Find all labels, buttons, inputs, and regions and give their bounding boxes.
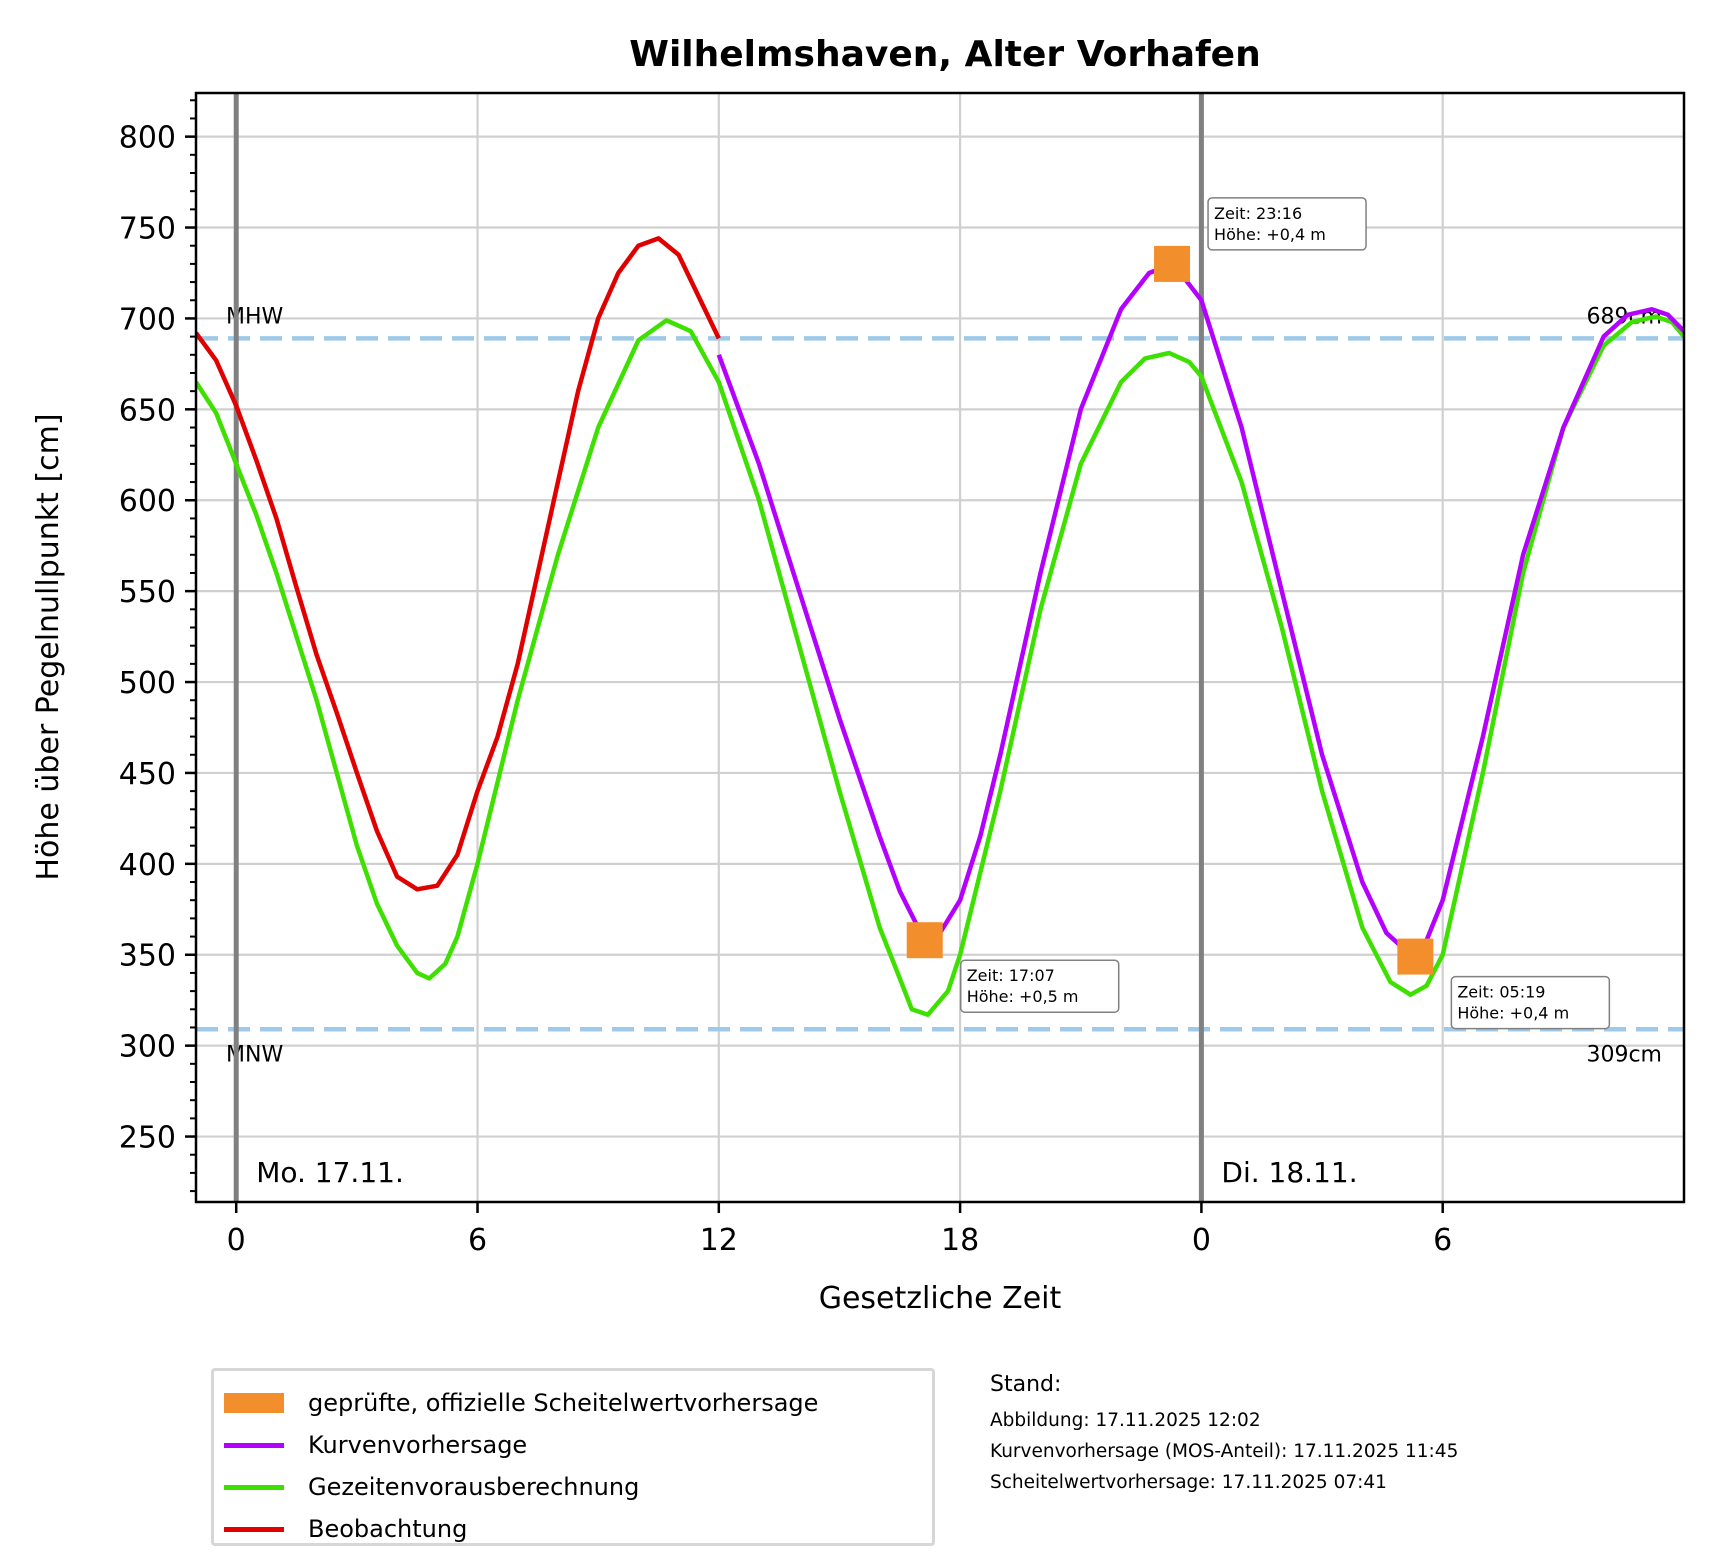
series	[196, 236, 1684, 1017]
day-label: Mo. 17.11.	[256, 1156, 404, 1189]
legend-label: geprüfte, offizielle Scheitelwertvorhers…	[308, 1389, 819, 1417]
y-tick-label: 450	[119, 757, 176, 792]
day-lines: Mo. 17.11. Di. 18.11.	[233, 93, 1358, 1202]
y-tick-label: 750	[119, 212, 176, 247]
peak-annotation-box	[959, 959, 1120, 1013]
series-gezeitenvorausberechnung	[196, 314, 1684, 1017]
peak-forecast-marker	[906, 922, 943, 959]
peak-annotation-hoehe: Höhe: +0,4 m	[1214, 225, 1326, 244]
peak-annotation-hoehe: Höhe: +0,5 m	[967, 987, 1079, 1006]
legend-item-gezeiten: Gezeitenvorausberechnung	[224, 1467, 639, 1507]
x-tick-label: 18	[941, 1223, 979, 1258]
peak-annotation-box	[1450, 975, 1611, 1030]
x-tick-label: 12	[700, 1223, 738, 1258]
legend-swatch	[224, 1393, 284, 1413]
stand-abbildung: Abbildung: 17.11.2025 12:02	[990, 1410, 1261, 1431]
peak-forecast-marker	[1397, 938, 1434, 975]
y-tick-label: 500	[119, 666, 176, 701]
y-tick-label: 400	[119, 848, 176, 883]
x-tick-label: 0	[227, 1223, 246, 1258]
plot-frame	[194, 91, 1686, 1204]
legend-item-scheitelwert: geprüfte, offizielle Scheitelwertvorhers…	[224, 1383, 818, 1423]
legend-label: Kurvenvorhersage	[308, 1431, 528, 1459]
peak-annotation-zeit: Zeit: 17:07	[967, 966, 1055, 985]
legend-item-beobachtung: Beobachtung	[224, 1509, 467, 1549]
y-tick-label: 550	[119, 575, 176, 610]
legend-swatch	[224, 1442, 284, 1448]
legend-label: Gezeitenvorausberechnung	[308, 1473, 640, 1501]
legend: geprüfte, offizielle Scheitelwertvorhers…	[211, 1368, 935, 1546]
y-tick-label: 700	[119, 302, 176, 337]
stand-info: Stand: Abbildung: 17.11.2025 12:02 Kurve…	[990, 1372, 1458, 1498]
chart-title: Wilhelmshaven, Alter Vorhafen	[629, 34, 1260, 75]
x-tick-label: 0	[1192, 1223, 1211, 1258]
peak-annotation-box	[1207, 197, 1367, 251]
x-tick-label: 6	[468, 1223, 487, 1258]
stand-scheitelwert: Scheitelwertvorhersage: 17.11.2025 07:41	[990, 1472, 1387, 1493]
y-tick-label: 350	[119, 939, 176, 974]
legend-label: Beobachtung	[308, 1515, 468, 1543]
series-beobachtung	[196, 236, 721, 892]
legend-item-kurvenvorhersage: Kurvenvorhersage	[224, 1425, 527, 1465]
axes: 250 300 350 400 450 500 550 600 650 700 750 800 0 6 12…	[119, 99, 1452, 1258]
reference-label-right: 309cm	[1586, 1042, 1662, 1067]
legend-swatch	[224, 1526, 284, 1532]
peak-forecast-marker	[1154, 245, 1191, 282]
x-axis-label: Gesetzliche Zeit	[819, 1281, 1062, 1316]
peak-annotation-hoehe: Höhe: +0,4 m	[1457, 1004, 1569, 1023]
peak-annotation-zeit: Zeit: 23:16	[1214, 204, 1302, 223]
series-kurvenvorhersage	[716, 261, 1684, 954]
y-tick-label: 300	[119, 1030, 176, 1065]
legend-swatch	[224, 1484, 284, 1490]
y-axis-label: Höhe über Pegelnullpunkt [cm]	[31, 413, 66, 880]
stand-title: Stand:	[990, 1372, 1062, 1397]
stand-kurvenvorhersage: Kurvenvorhersage (MOS-Anteil): 17.11.202…	[990, 1441, 1459, 1462]
peak-forecast-markers: Zeit: 17:07 Höhe: +0,5 m Zeit: 23:16 Höhe: …	[906, 197, 1611, 1030]
x-tick-label: 6	[1433, 1223, 1452, 1258]
y-tick-label: 600	[119, 484, 176, 519]
peak-annotation-zeit: Zeit: 05:19	[1457, 983, 1545, 1002]
day-label: Di. 18.11.	[1221, 1156, 1357, 1189]
grid	[196, 93, 1684, 1202]
y-tick-label: 800	[119, 121, 176, 156]
y-tick-label: 250	[119, 1121, 176, 1156]
y-tick-label: 650	[119, 393, 176, 428]
